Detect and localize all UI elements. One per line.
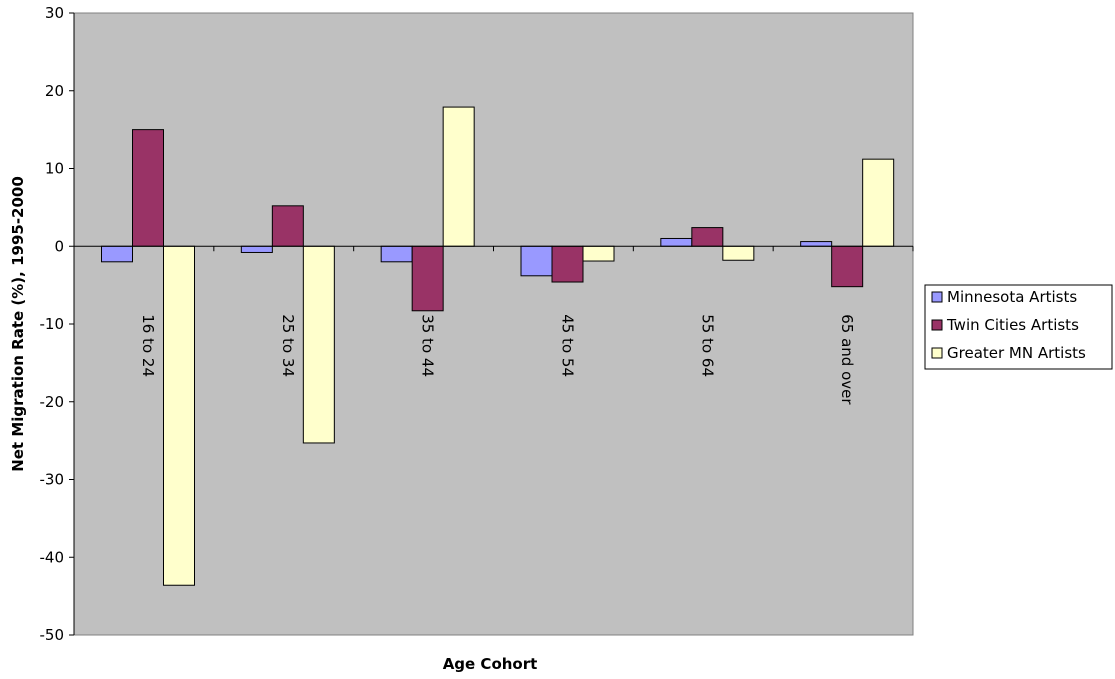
legend-swatch (931, 291, 943, 303)
bar-greater-mn-artists-35-to-44 (442, 106, 475, 247)
y-tick-label: -50 (40, 626, 65, 644)
legend-label: Minnesota Artists (947, 288, 1077, 306)
y-tick-label: 10 (45, 160, 64, 178)
bar-minnesota-artists-65-and-over (800, 241, 833, 247)
category-label: 16 to 24 (139, 314, 157, 377)
category-label: 35 to 44 (419, 314, 437, 377)
y-tick-label: 0 (54, 237, 64, 255)
bar-twin-cities-artists-35-to-44 (411, 245, 444, 312)
bar-minnesota-artists-55-to-64 (660, 237, 693, 247)
bar-twin-cities-artists-45-to-54 (551, 245, 584, 283)
bar-twin-cities-artists-55-to-64 (691, 227, 724, 247)
y-tick-label: -40 (40, 548, 65, 566)
category-label: 55 to 64 (698, 314, 716, 377)
category-label: 45 to 54 (559, 314, 577, 377)
axes (69, 12, 914, 636)
bar-greater-mn-artists-45-to-54 (582, 245, 615, 262)
legend-swatch (931, 319, 943, 331)
bar-minnesota-artists-16-to-24 (101, 245, 133, 263)
category-label: 25 to 34 (279, 314, 297, 377)
bar-greater-mn-artists-55-to-64 (722, 245, 755, 261)
y-tick-label: 30 (45, 4, 64, 22)
bar-minnesota-artists-45-to-54 (520, 245, 553, 277)
legend: Minnesota Artists Twin Cities Artists Grea… (924, 284, 1113, 370)
bar-minnesota-artists-35-to-44 (380, 245, 413, 263)
y-tick-label: -20 (40, 393, 65, 411)
y-tick-label: -30 (40, 471, 65, 489)
y-tick-label: -10 (40, 315, 65, 333)
legend-label: Greater MN Artists (947, 344, 1086, 362)
y-tick-labels: 30 20 10 0 -10 -20 -30 -40 -50 (40, 4, 65, 644)
bar-twin-cities-artists-65-and-over (831, 245, 864, 288)
bar-twin-cities-artists-16-to-24 (132, 129, 164, 247)
bar-minnesota-artists-25-to-34 (240, 245, 273, 253)
legend-swatch (931, 347, 943, 359)
bar-greater-mn-artists-16-to-24 (163, 245, 195, 586)
y-axis-title: Net Migration Rate (%), 1995-2000 (9, 176, 27, 472)
category-labels: 16 to 24 25 to 34 35 to 44 45 to 54 55 to 64… (139, 314, 856, 405)
legend-box (924, 284, 1113, 370)
category-label: 65 and over (838, 314, 856, 405)
plot-area (73, 12, 914, 636)
bar-greater-mn-artists-25-to-34 (302, 245, 335, 444)
bar-twin-cities-artists-25-to-34 (271, 205, 304, 247)
y-tick-label: 20 (45, 82, 64, 100)
legend-label: Twin Cities Artists (946, 316, 1079, 334)
x-axis-title: Age Cohort (443, 655, 538, 673)
bar-greater-mn-artists-65-and-over (862, 158, 895, 247)
